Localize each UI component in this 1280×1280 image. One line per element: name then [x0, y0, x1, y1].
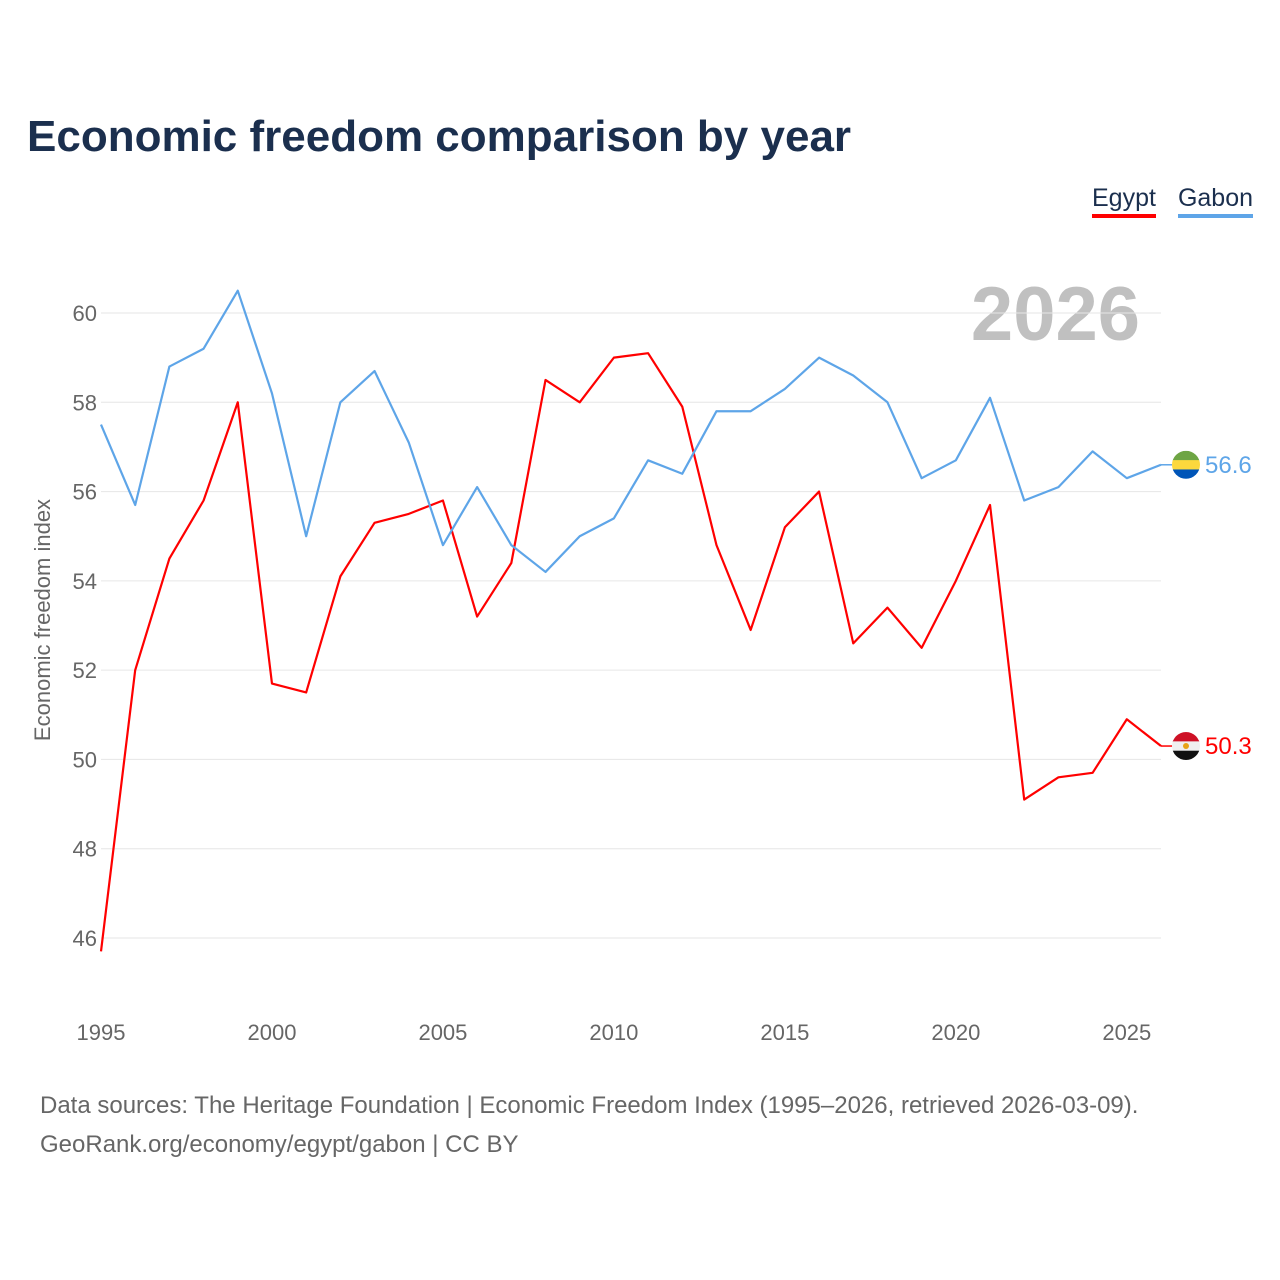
- y-axis-label: Economic freedom index: [30, 499, 55, 741]
- x-tick-label: 1995: [77, 1020, 126, 1045]
- legend-egypt[interactable]: Egypt: [1092, 184, 1156, 218]
- y-tick-label: 46: [73, 926, 97, 951]
- x-tick-label: 2000: [247, 1020, 296, 1045]
- x-tick-label: 2025: [1102, 1020, 1151, 1045]
- x-tick-label: 2015: [760, 1020, 809, 1045]
- legend-gabon[interactable]: Gabon: [1177, 184, 1253, 218]
- attribution: GeoRank.org/economy/egypt/gabon | CC BY: [40, 1131, 519, 1158]
- y-tick-label: 48: [73, 837, 97, 862]
- y-tick-label: 54: [73, 569, 97, 594]
- x-tick-label: 2005: [418, 1020, 467, 1045]
- end-value-label-gabon: 56.6: [1205, 452, 1252, 479]
- year-watermark: 2026: [971, 272, 1140, 357]
- y-tick-label: 58: [73, 390, 97, 415]
- series-line-gabon: [99, 289, 1162, 574]
- gabon-flag-icon: [1172, 450, 1200, 479]
- chart-title: Economic freedom comparison by year: [27, 112, 852, 161]
- series-line-egypt: [99, 352, 1162, 952]
- egypt-flag-icon: [1172, 732, 1200, 761]
- data-source: Data sources: The Heritage Foundation | …: [40, 1092, 1139, 1119]
- x-tick-label: 2020: [931, 1020, 980, 1045]
- y-tick-label: 50: [73, 747, 97, 772]
- x-tick-label: 2010: [589, 1020, 638, 1045]
- y-tick-label: 52: [73, 658, 97, 683]
- y-tick-label: 56: [73, 480, 97, 505]
- footer: Data sources: The Heritage Foundation | …: [40, 1086, 1138, 1164]
- legend: Egypt Gabon: [1092, 184, 1253, 218]
- y-tick-label: 60: [73, 301, 97, 326]
- end-value-label-egypt: 50.3: [1205, 733, 1252, 760]
